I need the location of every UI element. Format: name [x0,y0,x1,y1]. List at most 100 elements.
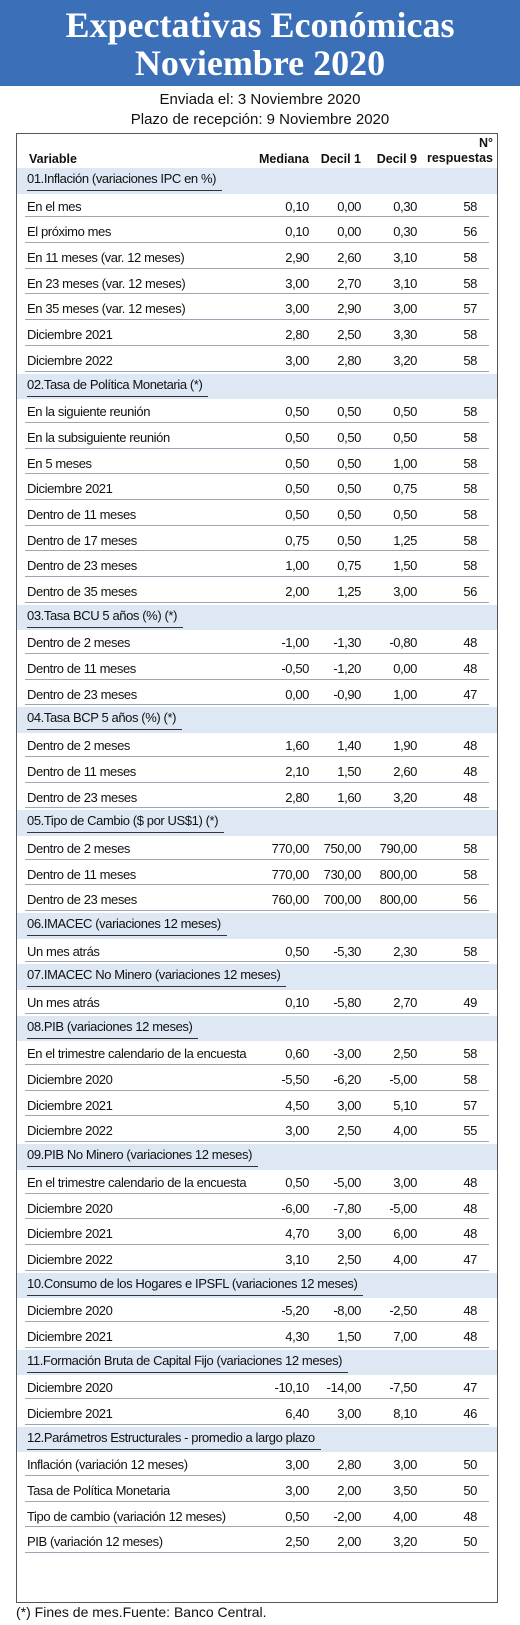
cell-mediana: -6,00 [281,1200,309,1216]
table-body: 01.Inflación (variaciones IPC en %) En el… [17,168,497,1555]
cell-mediana: 0,50 [285,506,309,522]
table-row: En 5 meses 0,50 0,50 1,00 58 [17,451,497,477]
cell-decil9: -7,50 [389,1380,417,1396]
table-row: Dentro de 23 meses 0,00 -0,90 1,00 47 [17,682,497,708]
table-row: Diciembre 2022 3,00 2,50 4,00 55 [17,1118,497,1144]
table-row: Un mes atrás 0,50 -5,30 2,30 58 [17,939,497,965]
cell-respuestas: 48 [463,1226,477,1242]
table-row: Dentro de 23 meses 1,00 0,75 1,50 58 [17,553,497,579]
cell-decil1: 750,00 [323,840,362,856]
section-header: 06.IMACEC (variaciones 12 meses) [17,912,497,939]
row-label: Dentro de 23 meses [27,789,137,805]
cell-mediana: 6,40 [285,1406,309,1421]
section-header: 05.Tipo de Cambio ($ por US$1) (*) [17,810,497,836]
header-n-symbol: N° [478,136,493,150]
row-label: Dentro de 2 meses [27,738,131,754]
cell-decil1: 0,50 [337,506,361,522]
cell-mediana: 0,60 [285,1046,309,1062]
section-title: 02.Tasa de Política Monetaria (*) [27,374,209,397]
cell-respuestas: 48 [463,738,477,754]
table-row: Diciembre 2022 3,00 2,80 3,20 58 [17,348,497,374]
cell-mediana: 4,70 [285,1226,309,1242]
section-title: 01.Inflación (variaciones IPC en %) [27,168,223,191]
cell-decil9: 3,00 [393,301,417,317]
expectations-table: Variable Mediana Decil 1 Decil 9 N° respu… [16,133,498,1603]
cell-respuestas: 55 [463,1123,477,1139]
cell-decil9: 2,50 [393,1046,417,1062]
page-title-line1: Expectativas Económicas [65,5,455,45]
table-row: Diciembre 2021 6,40 3,00 8,10 46 [17,1401,497,1427]
cell-decil9: 8,10 [393,1406,417,1421]
table-row: Dentro de 11 meses 770,00 730,00 800,00 58 [17,862,497,888]
header-decil9: Decil 9 [376,152,417,166]
cell-decil1: 2,70 [337,275,361,291]
cell-decil1: 0,50 [337,455,361,471]
cell-respuestas: 58 [463,352,477,368]
cell-mediana: -10,10 [274,1380,310,1396]
cell-respuestas: 57 [463,301,477,317]
cell-decil9: 3,00 [393,584,417,599]
cell-mediana: 4,30 [285,1328,309,1344]
cell-decil1: 1,50 [337,763,361,779]
cell-decil1: 2,90 [337,301,361,317]
row-label: En 35 meses (var. 12 meses) [27,301,186,317]
cell-mediana: 0,50 [285,1174,309,1190]
cell-mediana: 0,10 [285,224,309,240]
section-title: 03.Tasa BCU 5 años (%) (*) [27,605,183,628]
cell-mediana: 3,10 [285,1251,309,1267]
cell-decil9: -5,00 [389,1072,417,1088]
cell-mediana: 2,80 [285,327,309,343]
table-row: En el trimestre calendario de la encuest… [17,1170,497,1196]
cell-respuestas: 57 [463,1097,477,1113]
table-row: Dentro de 11 meses 0,50 0,50 0,50 58 [17,502,497,528]
cell-decil1: -0,90 [333,686,361,702]
cell-decil1: 2,50 [337,1251,361,1267]
cell-decil9: 5,10 [393,1097,417,1113]
row-label: Dentro de 23 meses [27,558,137,574]
deadline-date: Plazo de recepción: 9 Noviembre 2020 [130,111,390,128]
cell-decil9: 3,10 [393,250,417,266]
section-title: 07.IMACEC No Minero (variaciones 12 mese… [27,964,287,988]
cell-respuestas: 48 [463,1303,477,1319]
row-label: Diciembre 2021 [27,481,113,497]
cell-decil1: 1,40 [337,738,361,754]
row-label: Diciembre 2021 [27,1226,113,1242]
cell-decil9: 0,50 [393,404,417,420]
footnote: (*) Fines de mes.Fuente: Banco Central. [16,1604,267,1620]
cell-respuestas: 58 [463,275,477,291]
cell-mediana: 2,50 [285,1534,309,1550]
row-label: Diciembre 2022 [27,1251,113,1267]
table-row: En el mes 0,10 0,00 0,30 58 [17,194,497,220]
table-row: PIB (variación 12 meses) 2,50 2,00 3,20 50 [17,1529,497,1555]
cell-mediana: 0,75 [285,532,309,548]
cell-respuestas: 46 [463,1406,477,1421]
row-label: En la siguiente reunión [27,404,151,420]
cell-mediana: -0,50 [281,661,309,677]
section-header: 03.Tasa BCU 5 años (%) (*) [17,604,497,631]
cell-decil1: 0,50 [337,532,361,548]
section-title: 10.Consumo de los Hogares e IPSFL (varia… [27,1273,364,1296]
cell-decil1: 2,50 [337,1123,361,1139]
cell-respuestas: 50 [463,1534,477,1550]
section-header: 01.Inflación (variaciones IPC en %) [17,168,497,194]
cell-decil1: 700,00 [323,892,362,908]
cell-decil1: -6,20 [333,1072,361,1088]
cell-respuestas: 56 [463,892,477,908]
section-header: 02.Tasa de Política Monetaria (*) [17,373,497,400]
cell-respuestas: 58 [463,327,477,343]
table-row: Dentro de 17 meses 0,75 0,50 1,25 58 [17,528,497,554]
header-variable: Variable [29,152,77,166]
cell-decil1: -3,00 [333,1046,361,1062]
cell-mediana: -1,00 [281,635,309,651]
cell-respuestas: 58 [463,840,477,856]
cell-respuestas: 58 [463,404,477,420]
cell-mediana: 760,00 [271,892,310,908]
cell-decil1: -8,00 [333,1303,361,1319]
section-title: 04.Tasa BCP 5 años (%) (*) [27,707,183,731]
cell-decil1: -14,00 [326,1380,362,1396]
table-row: En la subsiguiente reunión 0,50 0,50 0,50 58 [17,425,497,451]
row-label: Diciembre 2020 [27,1200,113,1216]
table-row: Dentro de 11 meses 2,10 1,50 2,60 48 [17,759,497,785]
cell-decil9: 4,00 [393,1123,417,1139]
cell-decil9: -5,00 [389,1200,417,1216]
